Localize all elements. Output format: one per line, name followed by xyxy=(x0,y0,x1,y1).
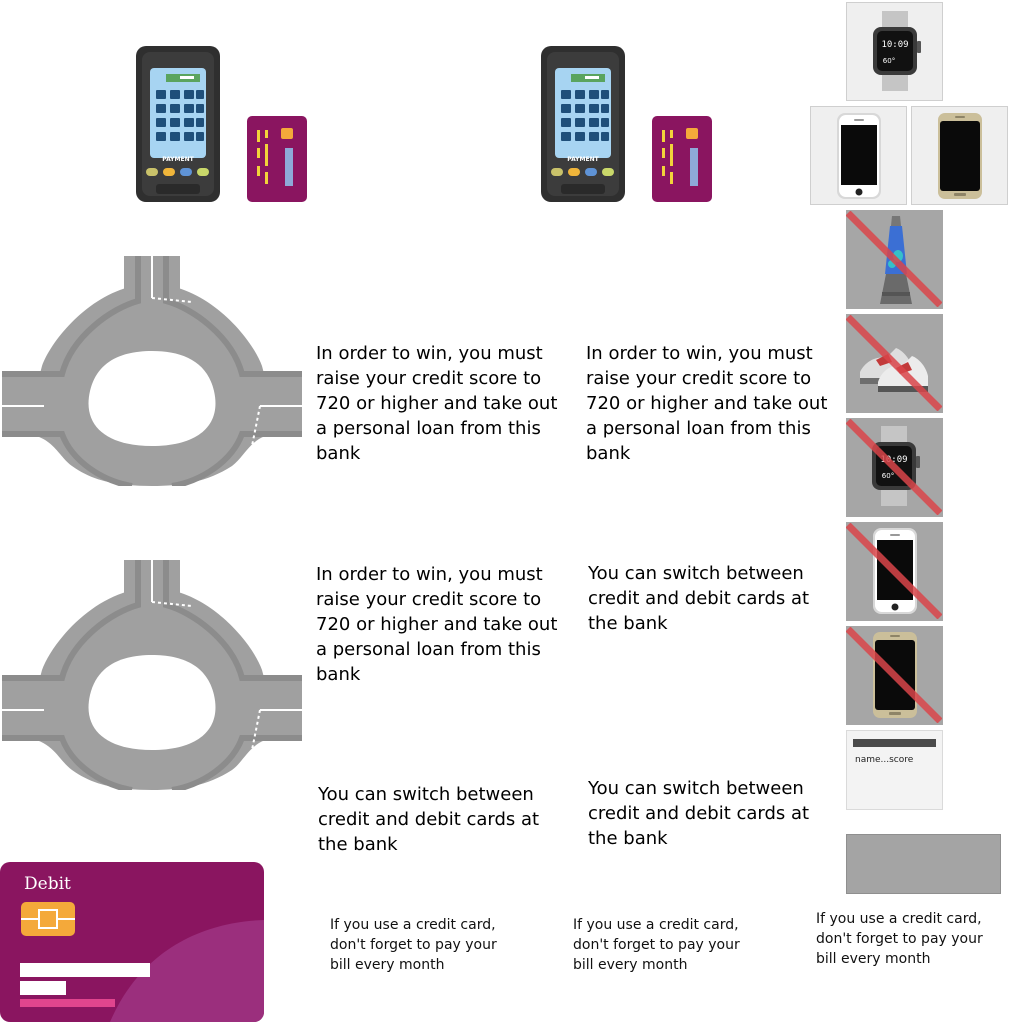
roundabout-road-top xyxy=(2,256,302,486)
payment-terminal-right: PAYMENT xyxy=(541,46,625,202)
win-goal-text: In order to win, you must raise your cre… xyxy=(586,343,828,464)
pay-bill-text: If you use a credit card, don't forget t… xyxy=(573,917,740,973)
card-name-bar xyxy=(20,981,66,995)
strike-icon xyxy=(846,315,942,411)
strike-icon xyxy=(846,419,942,515)
roundabout-road-bottom xyxy=(2,560,302,790)
gold-smartphone-icon xyxy=(938,113,982,199)
switch-cards-text: You can switch between credit and debit … xyxy=(318,784,540,855)
credit-card-icon-left xyxy=(247,116,307,202)
switch-cards-text: You can switch between credit and debit … xyxy=(588,563,810,634)
item-tile-gold-phone[interactable] xyxy=(911,106,1008,205)
score-window-text: name...score xyxy=(855,755,914,765)
debit-card-label: Debit xyxy=(24,874,71,894)
switch-cards-text: You can switch between credit and debit … xyxy=(588,778,810,849)
item-tile-white-phone-crossed[interactable] xyxy=(846,522,943,621)
credit-card-icon-right xyxy=(652,116,712,202)
pay-bill-text: If you use a credit card, don't forget t… xyxy=(330,917,497,973)
pay-bill-text: If you use a credit card, don't forget t… xyxy=(816,911,983,967)
item-tile-lava-lamp-crossed[interactable] xyxy=(846,210,943,309)
payment-terminal-left: PAYMENT xyxy=(136,46,220,202)
smartwatch-icon xyxy=(865,11,925,91)
item-tile-sneakers-crossed[interactable] xyxy=(846,314,943,413)
debit-card: Debit xyxy=(0,862,264,1022)
strike-icon xyxy=(846,211,942,307)
empty-gray-panel xyxy=(846,834,1001,894)
strike-icon xyxy=(846,627,942,723)
item-tile-smartwatch[interactable] xyxy=(846,2,943,101)
card-chip-icon xyxy=(21,902,75,936)
payment-label-right: PAYMENT xyxy=(567,156,599,163)
win-goal-text: In order to win, you must raise your cre… xyxy=(316,564,558,685)
card-number-bar xyxy=(20,963,150,977)
white-smartphone-icon xyxy=(837,113,881,199)
credit-score-window[interactable]: name...score xyxy=(846,730,943,810)
item-tile-smartwatch-crossed[interactable] xyxy=(846,418,943,517)
strike-icon xyxy=(846,523,942,619)
item-tile-white-phone[interactable] xyxy=(810,106,907,205)
win-goal-text: In order to win, you must raise your cre… xyxy=(316,343,558,464)
item-tile-gold-phone-crossed[interactable] xyxy=(846,626,943,725)
payment-label-left: PAYMENT xyxy=(162,156,194,163)
window-title-bar xyxy=(853,739,936,747)
card-strip xyxy=(20,999,115,1007)
